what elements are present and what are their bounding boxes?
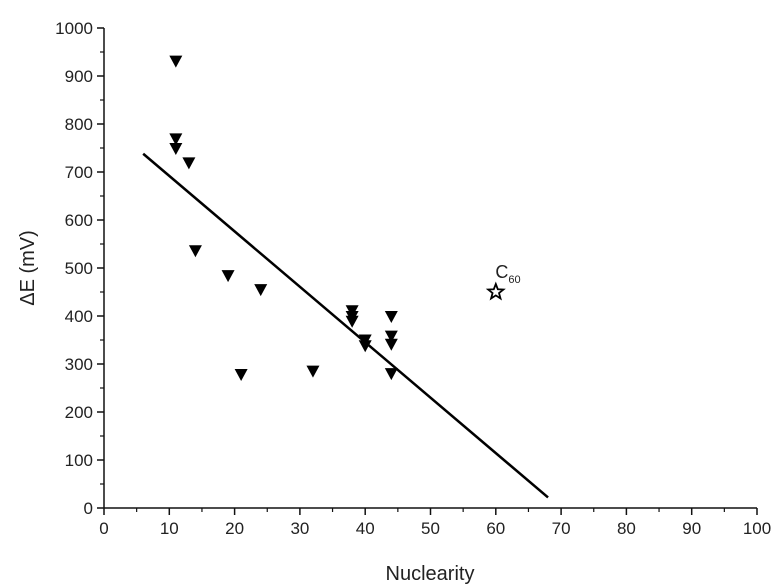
data-point-triangle	[384, 330, 398, 343]
data-point-triangle	[345, 315, 359, 328]
annotations: C60	[495, 262, 520, 286]
data-point-triangle	[188, 245, 202, 258]
y-tick-label: 300	[65, 355, 93, 374]
y-tick-label: 600	[65, 211, 93, 230]
data-point-triangle	[306, 365, 320, 378]
x-tick-label: 70	[552, 519, 571, 538]
data-point-triangle	[358, 340, 372, 353]
y-tick-label: 0	[84, 499, 93, 518]
data-point-triangle	[221, 270, 235, 283]
data-point-star	[485, 281, 506, 301]
data-point-triangle	[254, 284, 268, 297]
data-point-triangle	[384, 368, 398, 381]
y-tick-label: 900	[65, 67, 93, 86]
x-tick-label: 60	[486, 519, 505, 538]
x-tick-label: 50	[421, 519, 440, 538]
ticks: 0 10 20 30 40 50 60 70 80 90 100010020030040050060…	[55, 19, 771, 538]
data-point-triangle	[384, 338, 398, 351]
y-tick-label: 700	[65, 163, 93, 182]
data-point-triangle	[384, 310, 398, 323]
plot-area	[142, 152, 549, 499]
y-tick-label: 200	[65, 403, 93, 422]
x-tick-label: 0	[99, 519, 108, 538]
x-tick-label: 100	[743, 519, 771, 538]
data-point-triangle	[169, 133, 183, 146]
axes	[103, 28, 757, 509]
y-tick-label: 1000	[55, 19, 93, 38]
y-tick-label: 500	[65, 259, 93, 278]
x-axis-title: Nuclearity	[386, 563, 475, 585]
x-tick-label: 20	[225, 519, 244, 538]
x-tick-label: 30	[290, 519, 309, 538]
x-tick-label: 10	[160, 519, 179, 538]
y-axis-title: ΔE (mV)	[17, 230, 39, 306]
data-marks	[169, 55, 506, 382]
x-tick-label: 90	[682, 519, 701, 538]
data-point-triangle	[169, 142, 183, 155]
data-point-triangle	[234, 369, 248, 382]
y-tick-label: 800	[65, 115, 93, 134]
y-tick-label: 100	[65, 451, 93, 470]
fit-line	[142, 152, 549, 499]
data-point-triangle	[182, 157, 196, 170]
y-tick-label: 400	[65, 307, 93, 326]
x-tick-label: 80	[617, 519, 636, 538]
x-tick-label: 40	[356, 519, 375, 538]
data-point-triangle	[169, 55, 183, 68]
annotation-label: C60	[495, 262, 520, 286]
